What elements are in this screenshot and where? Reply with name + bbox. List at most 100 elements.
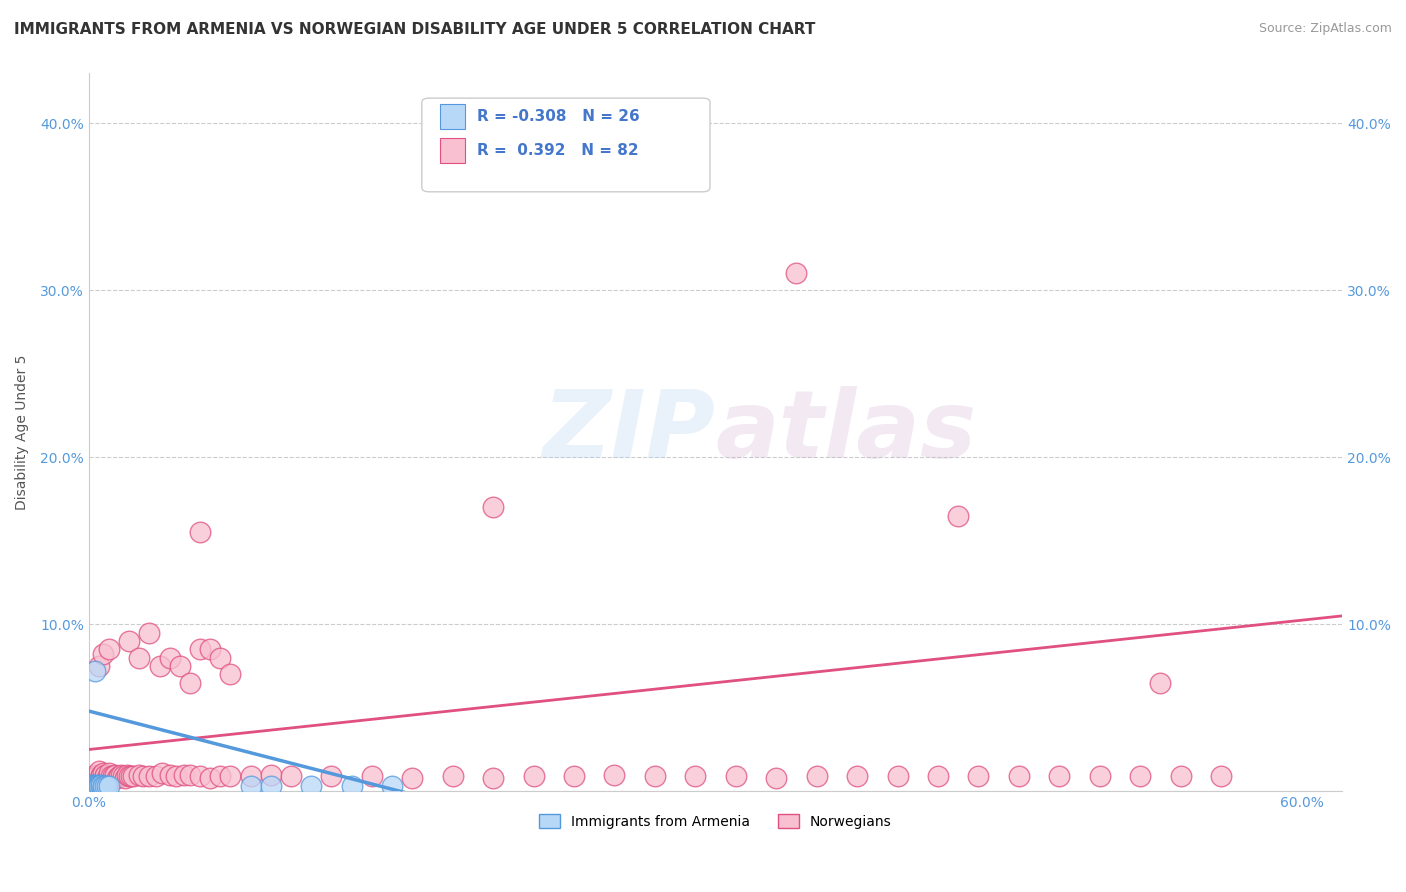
Point <box>91 779 114 793</box>
Point <box>98 765 121 780</box>
Point <box>110 767 132 781</box>
Point <box>340 779 363 793</box>
Point <box>82 778 104 792</box>
Point <box>114 771 136 785</box>
Point <box>98 779 121 793</box>
Point <box>90 769 112 783</box>
Text: R =  0.392   N = 82: R = 0.392 N = 82 <box>477 144 638 158</box>
Point <box>321 769 343 783</box>
Point <box>209 769 232 783</box>
Point <box>96 779 118 793</box>
Point <box>91 779 114 793</box>
Point <box>188 769 211 783</box>
Point <box>100 769 122 783</box>
Point <box>84 767 107 781</box>
Point <box>785 267 807 281</box>
Point <box>401 771 423 785</box>
Point <box>118 769 141 783</box>
Point <box>644 769 666 783</box>
Point <box>169 659 191 673</box>
Point <box>188 642 211 657</box>
Point <box>188 525 211 540</box>
Point <box>239 779 262 793</box>
Point <box>149 659 172 673</box>
Point <box>724 769 747 783</box>
Point <box>482 771 505 785</box>
Point <box>179 767 201 781</box>
Point <box>105 771 128 785</box>
Point <box>765 771 787 785</box>
Point <box>886 769 908 783</box>
Point <box>523 769 546 783</box>
Point <box>120 769 142 783</box>
Point <box>96 771 118 785</box>
Point <box>82 779 104 793</box>
Point <box>846 769 869 783</box>
Point <box>1209 769 1232 783</box>
Point <box>179 675 201 690</box>
Point <box>946 508 969 523</box>
Point <box>104 767 127 781</box>
Point <box>260 779 283 793</box>
Point <box>145 769 167 783</box>
Point <box>685 769 707 783</box>
Point <box>603 767 626 781</box>
Point <box>209 650 232 665</box>
Point <box>101 769 124 783</box>
Point <box>132 769 155 783</box>
Point <box>98 642 121 657</box>
Point <box>299 779 322 793</box>
Point <box>117 767 139 781</box>
Point <box>165 769 187 783</box>
Point <box>87 779 110 793</box>
Point <box>84 779 107 793</box>
Point <box>1088 769 1111 783</box>
Point <box>94 769 117 783</box>
Point <box>562 769 585 783</box>
Point <box>80 779 103 793</box>
Point <box>260 767 283 781</box>
Point <box>1129 769 1152 783</box>
Point <box>87 778 110 792</box>
Text: ZIP: ZIP <box>543 386 716 478</box>
Point <box>80 778 103 792</box>
Point <box>138 625 160 640</box>
Point <box>239 769 262 783</box>
Point <box>441 769 464 783</box>
Point <box>360 769 382 783</box>
Point <box>1047 769 1070 783</box>
Legend: Immigrants from Armenia, Norwegians: Immigrants from Armenia, Norwegians <box>534 809 897 835</box>
Point <box>87 764 110 779</box>
Point <box>82 779 104 793</box>
Point <box>173 767 195 781</box>
Point <box>87 659 110 673</box>
Point <box>90 778 112 792</box>
Text: Source: ZipAtlas.com: Source: ZipAtlas.com <box>1258 22 1392 36</box>
Point <box>84 778 107 792</box>
Point <box>150 765 173 780</box>
Point <box>280 769 302 783</box>
Point <box>159 767 181 781</box>
Text: R = -0.308   N = 26: R = -0.308 N = 26 <box>477 110 640 124</box>
Y-axis label: Disability Age Under 5: Disability Age Under 5 <box>15 354 30 510</box>
Point <box>94 767 117 781</box>
Point <box>98 769 121 783</box>
Point <box>1149 675 1171 690</box>
Point <box>91 648 114 662</box>
Point <box>112 769 135 783</box>
Point <box>219 769 242 783</box>
Text: IMMIGRANTS FROM ARMENIA VS NORWEGIAN DISABILITY AGE UNDER 5 CORRELATION CHART: IMMIGRANTS FROM ARMENIA VS NORWEGIAN DIS… <box>14 22 815 37</box>
Point <box>94 779 117 793</box>
Point <box>128 650 150 665</box>
Point <box>84 664 107 678</box>
Point <box>82 771 104 785</box>
Point <box>1008 769 1031 783</box>
Point <box>84 779 107 793</box>
Point <box>128 767 150 781</box>
Point <box>108 769 131 783</box>
Point <box>86 779 108 793</box>
Point <box>118 634 141 648</box>
Point <box>927 769 949 783</box>
Point <box>90 779 112 793</box>
Point <box>482 500 505 515</box>
